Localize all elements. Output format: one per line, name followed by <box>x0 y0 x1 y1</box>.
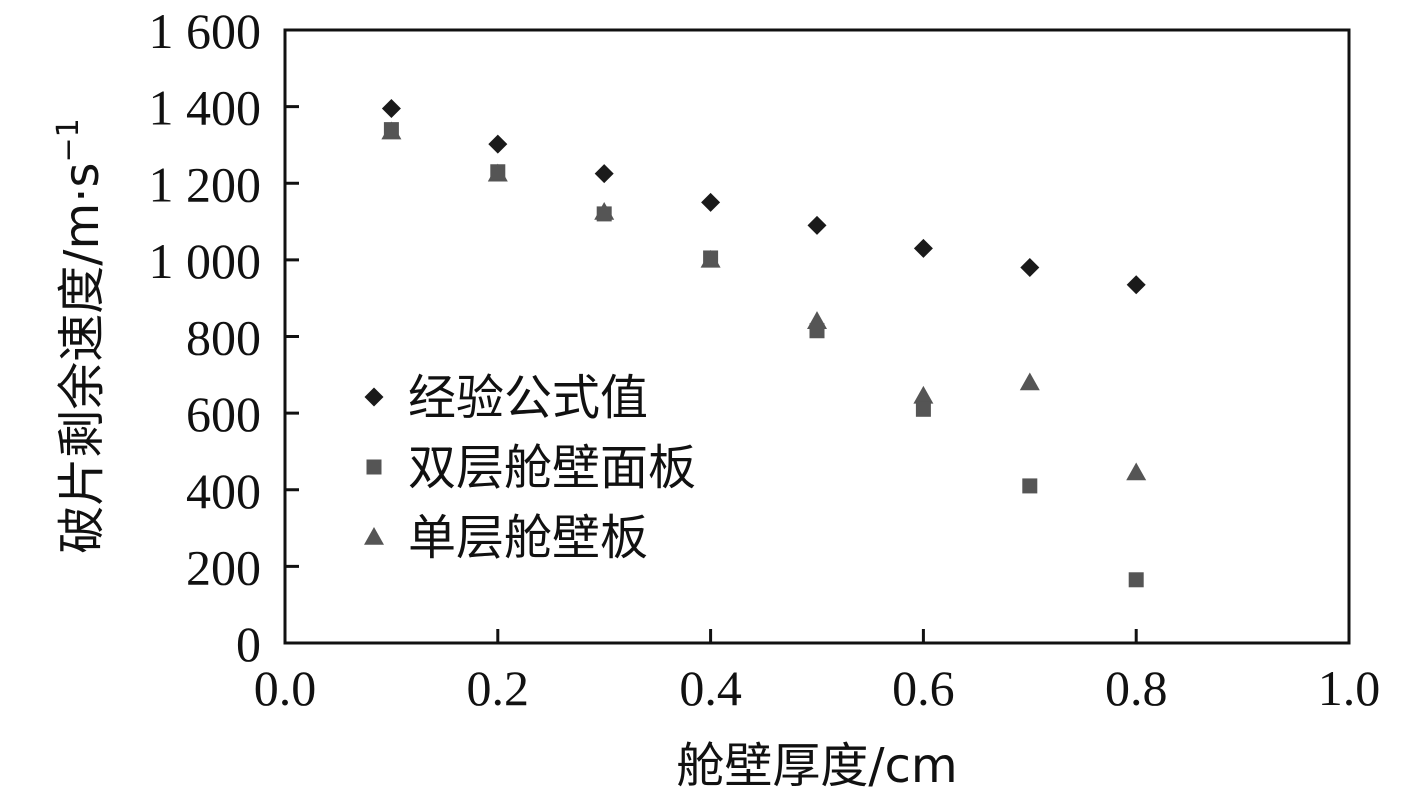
y-tick-label: 1 200 <box>149 156 262 212</box>
y-tick-label: 200 <box>186 539 261 595</box>
data-point-diamond <box>381 99 401 119</box>
x-tick-label: 0.4 <box>679 660 742 716</box>
data-point-square <box>490 164 506 180</box>
legend-marker-square <box>366 459 382 475</box>
data-point-square <box>383 122 399 138</box>
y-axis-title-superscript: −1 <box>51 118 86 162</box>
data-series <box>381 99 1147 588</box>
y-axis-title-main: 破片剩余速度/m·s <box>54 163 110 554</box>
data-point-diamond <box>594 164 614 184</box>
data-point-diamond <box>1020 258 1040 278</box>
x-tick-label: 0.0 <box>254 660 317 716</box>
legend-label: 双层舱壁面板 <box>408 440 696 496</box>
data-point-square <box>1022 478 1038 494</box>
data-point-diamond <box>488 134 508 154</box>
axis-tick-labels: 0.0 0.2 0.4 0.6 0.8 1.0 0 200 400 600 800 1 000 1 20… <box>149 3 1381 716</box>
y-tick-label: 1 600 <box>149 3 262 59</box>
data-point-square <box>1128 572 1144 588</box>
axis-ticks <box>285 105 1138 643</box>
data-point-square <box>809 323 825 339</box>
data-point-diamond <box>913 238 933 258</box>
x-axis-title: 舱壁厚度/cm <box>676 738 957 794</box>
y-tick-label: 1 000 <box>149 233 262 289</box>
legend-label: 单层舱壁板 <box>408 510 648 566</box>
data-point-square <box>703 250 719 266</box>
data-point-diamond <box>701 192 721 212</box>
series-diamond <box>381 99 1146 295</box>
x-tick-label: 0.2 <box>467 660 530 716</box>
x-tick-label: 0.8 <box>1105 660 1168 716</box>
y-tick-label: 800 <box>186 310 261 366</box>
legend-label: 经验公式值 <box>408 370 648 426</box>
y-tick-label: 600 <box>186 386 261 442</box>
data-point-diamond <box>807 215 827 235</box>
x-tick-label: 1.0 <box>1318 660 1381 716</box>
y-tick-label: 400 <box>186 463 261 519</box>
data-point-triangle <box>1126 462 1147 481</box>
series-square <box>383 122 1144 588</box>
data-point-triangle <box>913 385 934 404</box>
data-point-diamond <box>1126 275 1146 295</box>
data-point-square <box>596 206 612 222</box>
legend-marker-diamond <box>364 387 384 407</box>
data-point-triangle <box>1019 372 1040 391</box>
legend-marker-triangle <box>364 527 384 545</box>
x-tick-label: 0.6 <box>892 660 955 716</box>
y-tick-label: 1 400 <box>149 80 262 136</box>
y-tick-label: 0 <box>236 616 261 672</box>
y-axis-title: 破片剩余速度/m·s−1 <box>51 118 110 553</box>
data-point-square <box>915 401 931 417</box>
